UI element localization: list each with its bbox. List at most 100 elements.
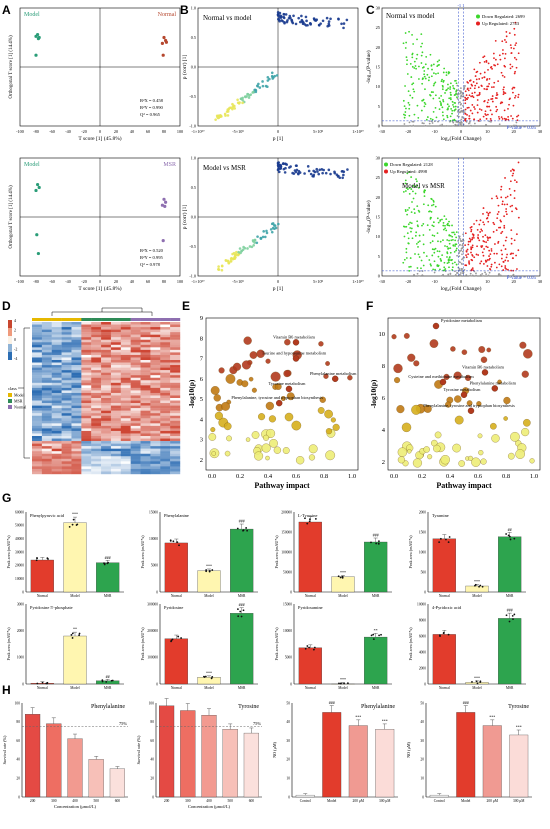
heatmap-cell <box>61 441 72 444</box>
bar-dot <box>41 681 44 684</box>
volcano-point <box>473 91 476 94</box>
heatmap-cell <box>71 337 82 340</box>
volcano-point <box>467 122 470 125</box>
volcano-point <box>500 265 503 268</box>
heatmap-cell <box>110 451 121 454</box>
heatmap-cell <box>130 352 141 356</box>
volcano-point <box>504 53 507 55</box>
heatmap-cell <box>160 392 171 396</box>
heatmap-cell <box>140 342 151 345</box>
bar-ytick: 30 <box>286 739 290 743</box>
heatmap-cell <box>101 423 112 427</box>
pathway-bubble <box>325 361 330 366</box>
heatmap-cell <box>32 365 43 368</box>
heatmap-cell <box>110 471 121 475</box>
heatmap-col-dendrogram <box>51 307 153 316</box>
heatmap-cell <box>91 418 102 421</box>
splot-point <box>292 14 295 18</box>
pathway-highlight-bubble <box>467 407 475 414</box>
bar-xtick: Model <box>70 594 79 598</box>
pathway-bubble <box>393 363 403 374</box>
volcano-point <box>425 55 428 58</box>
heatmap-cell <box>140 390 151 394</box>
heatmap-cell <box>61 466 72 470</box>
bar-xtick: MSR <box>238 686 246 690</box>
heatmap-cell <box>140 428 151 432</box>
heatmap-cell <box>160 441 171 444</box>
heatmap-cell <box>140 357 151 361</box>
volcano-point <box>481 251 484 254</box>
volcano-point <box>412 120 415 123</box>
volcano-point <box>472 96 475 99</box>
splot-point <box>233 257 236 261</box>
bar-dot <box>448 536 451 538</box>
heatmap-cell <box>71 332 82 335</box>
volcano-point <box>498 54 501 57</box>
heatmap-cell <box>51 418 62 421</box>
heatmap-cell <box>140 410 151 414</box>
volcano-point <box>452 244 455 247</box>
opls-group2-label: MSR <box>163 162 176 168</box>
volcano-title: Model vs MSR <box>402 182 445 190</box>
pathway-label: Phenylalanine metabolism <box>310 371 357 376</box>
pathway-xlabel: Pathway impact <box>436 481 492 490</box>
heatmap-cell <box>51 354 62 358</box>
volcano-point <box>500 249 503 252</box>
bar-xtick: MSR <box>506 594 514 598</box>
volcano-point <box>502 91 505 93</box>
volcano-point <box>505 236 508 239</box>
heatmap-class-bar <box>101 318 112 321</box>
volcano-point <box>513 33 516 36</box>
volcano-point <box>417 253 420 256</box>
bar-dot <box>438 634 441 637</box>
volcano-point <box>431 248 434 251</box>
heatmap-class-bar <box>61 318 72 321</box>
heatmap-cell <box>170 403 181 406</box>
pathway-bubble <box>523 418 531 427</box>
volcano-point <box>414 192 417 195</box>
volcano-point <box>486 265 489 267</box>
volcano-point <box>405 247 408 250</box>
pathway-bubble <box>503 416 508 421</box>
pathway-highlight-bubble <box>292 355 300 362</box>
volcano-point <box>436 264 439 266</box>
heatmap-cell <box>32 357 43 361</box>
pathway-xtick: 0.8 <box>502 473 510 480</box>
volcano-point <box>406 209 409 211</box>
volcano-point <box>502 88 505 91</box>
bar-xtick: Normal <box>439 594 450 598</box>
bar-dot <box>36 682 39 685</box>
volcano-ytick: 25 <box>376 175 381 180</box>
bar-dot <box>245 527 248 529</box>
heatmap-cell <box>81 344 92 348</box>
volcano-point <box>402 261 405 264</box>
volcano-point <box>408 107 411 110</box>
heatmap-cell <box>130 362 141 366</box>
volcano-point <box>513 197 516 200</box>
bar-ytick: 15000 <box>283 602 292 606</box>
volcano-point <box>404 32 407 34</box>
volcano-point <box>428 122 431 125</box>
heatmap-cell <box>120 461 131 465</box>
volcano-point <box>448 220 450 223</box>
volcano-point <box>406 73 409 75</box>
volcano-point <box>465 250 468 252</box>
heatmap-class-bar <box>41 318 52 321</box>
heatmap-cell <box>170 441 181 444</box>
heatmap-cell <box>91 347 102 351</box>
volcano-point <box>481 77 484 79</box>
heatmap-cell <box>51 436 62 439</box>
heatmap-cell <box>101 324 112 328</box>
bar-ytick: 20 <box>16 777 20 781</box>
heatmap-cell <box>140 344 151 348</box>
volcano-point <box>493 252 496 255</box>
bar <box>46 723 62 798</box>
volcano-point <box>434 94 437 97</box>
volcano-point <box>416 272 419 275</box>
splot-xlabel: p [1] <box>273 286 284 292</box>
heatmap-cell <box>150 339 161 343</box>
volcano-point <box>471 104 474 106</box>
heatmap-cell <box>61 377 72 381</box>
pathway-bubble <box>319 396 326 403</box>
heatmap-cell <box>81 367 92 371</box>
